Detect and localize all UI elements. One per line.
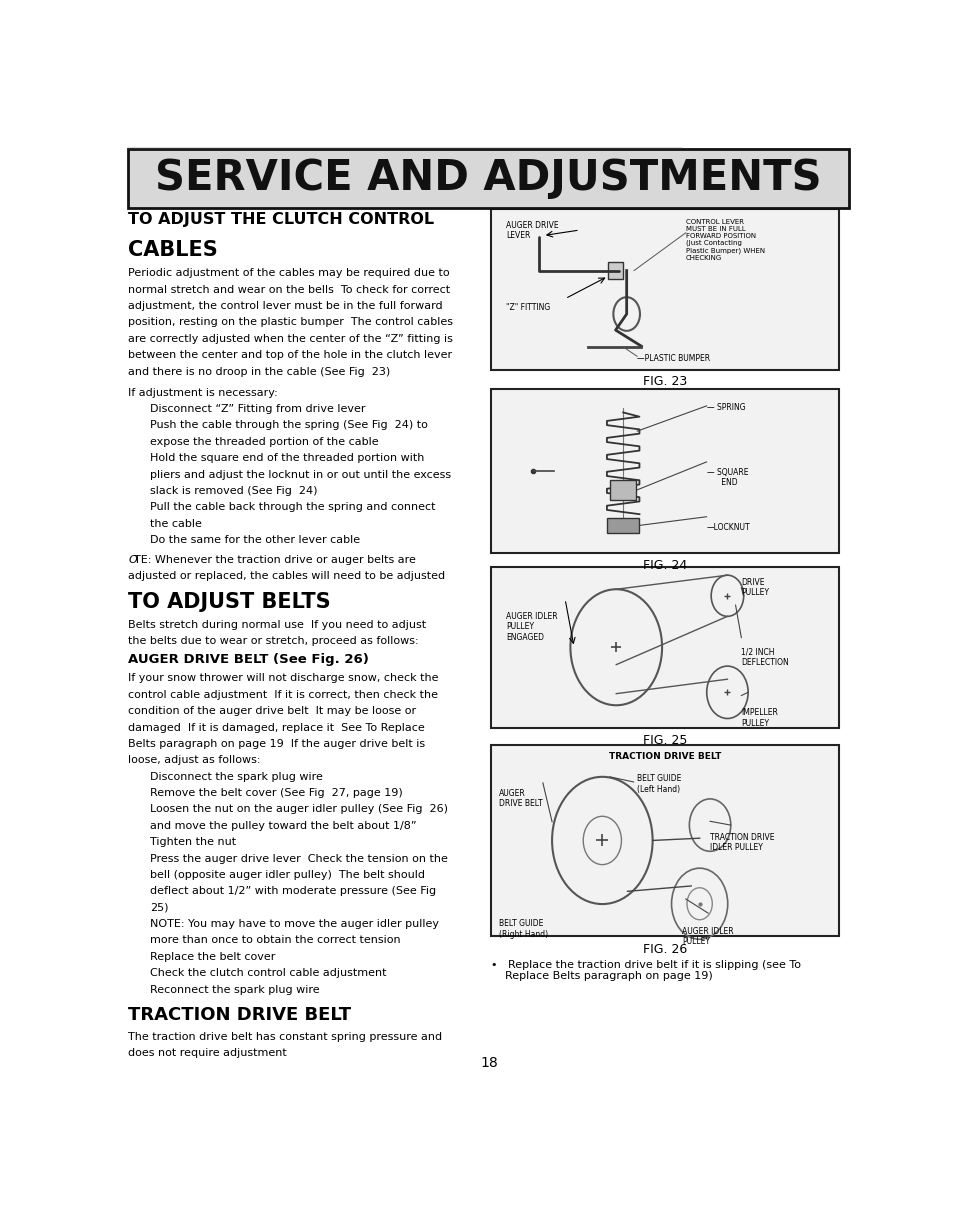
Text: and there is no droop in the cable (See Fig  23): and there is no droop in the cable (See … — [128, 367, 390, 377]
Text: AUGER IDLER
PULLEY: AUGER IDLER PULLEY — [681, 927, 733, 946]
Text: more than once to obtain the correct tension: more than once to obtain the correct ten… — [151, 936, 400, 945]
Text: Pull the cable back through the spring and connect: Pull the cable back through the spring a… — [151, 502, 436, 513]
Text: Hold the square end of the threaded portion with: Hold the square end of the threaded port… — [151, 453, 424, 463]
Text: AUGER IDLER
PULLEY
ENGAGED: AUGER IDLER PULLEY ENGAGED — [505, 612, 557, 642]
Text: expose the threaded portion of the cable: expose the threaded portion of the cable — [151, 436, 378, 447]
Text: NOTE: You may have to move the auger idler pulley: NOTE: You may have to move the auger idl… — [151, 919, 438, 929]
Text: CONTROL LEVER
MUST BE IN FULL
FORWARD POSITION
(Just Contacting
Plastic Bumper) : CONTROL LEVER MUST BE IN FULL FORWARD PO… — [685, 219, 764, 261]
Text: Tighten the nut: Tighten the nut — [151, 837, 236, 847]
Text: are correctly adjusted when the center of the “Z” fitting is: are correctly adjusted when the center o… — [128, 334, 453, 344]
Text: CABLES: CABLES — [128, 241, 217, 260]
Bar — [491, 389, 838, 553]
Text: Replace the belt cover: Replace the belt cover — [151, 951, 275, 962]
Text: Belts stretch during normal use  If you need to adjust: Belts stretch during normal use If you n… — [128, 620, 426, 631]
Bar — [128, 148, 848, 208]
Bar — [608, 261, 622, 278]
Text: Push the cable through the spring (See Fig  24) to: Push the cable through the spring (See F… — [151, 420, 428, 430]
Text: pliers and adjust the locknut in or out until the excess: pliers and adjust the locknut in or out … — [151, 469, 451, 480]
Text: — SQUARE
      END: — SQUARE END — [706, 468, 747, 487]
Text: 18: 18 — [479, 1056, 497, 1070]
Text: Check the clutch control cable adjustment: Check the clutch control cable adjustmen… — [151, 968, 386, 978]
Text: The traction drive belt has constant spring pressure and: The traction drive belt has constant spr… — [128, 1032, 442, 1041]
Text: adjusted or replaced, the cables will need to be adjusted: adjusted or replaced, the cables will ne… — [128, 571, 445, 582]
Text: AUGER
DRIVE BELT: AUGER DRIVE BELT — [498, 789, 541, 808]
Text: TRACTION DRIVE BELT: TRACTION DRIVE BELT — [608, 752, 720, 761]
Text: SERVICE AND ADJUSTMENTS: SERVICE AND ADJUSTMENTS — [155, 157, 821, 199]
Text: IMPELLER
PULLEY: IMPELLER PULLEY — [740, 708, 778, 728]
Bar — [606, 518, 639, 533]
Text: TO ADJUST BELTS: TO ADJUST BELTS — [128, 592, 331, 612]
Text: TRACTION DRIVE
IDLER PULLEY: TRACTION DRIVE IDLER PULLEY — [709, 832, 774, 852]
Text: slack is removed (See Fig  24): slack is removed (See Fig 24) — [151, 486, 317, 496]
Text: TRACTION DRIVE BELT: TRACTION DRIVE BELT — [128, 1006, 351, 1023]
Text: If your snow thrower will not discharge snow, check the: If your snow thrower will not discharge … — [128, 673, 438, 684]
Text: O: O — [128, 555, 136, 565]
Text: Disconnect the spark plug wire: Disconnect the spark plug wire — [151, 772, 323, 781]
Text: 1/2 INCH
DEFLECTION: 1/2 INCH DEFLECTION — [740, 648, 788, 667]
Text: the cable: the cable — [151, 519, 202, 529]
Text: BELT GUIDE
(Right Hand): BELT GUIDE (Right Hand) — [498, 920, 547, 939]
Text: Remove the belt cover (See Fig  27, page 19): Remove the belt cover (See Fig 27, page … — [151, 789, 402, 798]
Text: "Z" FITTING: "Z" FITTING — [505, 303, 550, 312]
Text: DRIVE
PULLEY: DRIVE PULLEY — [740, 578, 768, 598]
Text: Reconnect the spark plug wire: Reconnect the spark plug wire — [151, 984, 319, 995]
Text: TE: Whenever the traction drive or auger belts are: TE: Whenever the traction drive or auger… — [133, 555, 416, 565]
Text: normal stretch and wear on the bells  To check for correct: normal stretch and wear on the bells To … — [128, 284, 450, 295]
Text: the belts due to wear or stretch, proceed as follows:: the belts due to wear or stretch, procee… — [128, 637, 418, 646]
Text: •   Replace the traction drive belt if it is slipping (see To
    Replace Belts : • Replace the traction drive belt if it … — [491, 960, 801, 982]
Text: does not require adjustment: does not require adjustment — [128, 1049, 287, 1058]
Bar — [491, 566, 838, 728]
Text: — SPRING: — SPRING — [706, 403, 744, 412]
Text: deflect about 1/2” with moderate pressure (See Fig: deflect about 1/2” with moderate pressur… — [151, 886, 436, 897]
Text: and move the pulley toward the belt about 1/8”: and move the pulley toward the belt abou… — [151, 821, 416, 831]
Text: BELT GUIDE
(Left Hand): BELT GUIDE (Left Hand) — [637, 774, 680, 793]
Text: Disconnect “Z” Fitting from drive lever: Disconnect “Z” Fitting from drive lever — [151, 405, 365, 414]
Text: —LOCKNUT: —LOCKNUT — [706, 524, 749, 532]
Text: Press the auger drive lever  Check the tension on the: Press the auger drive lever Check the te… — [151, 854, 448, 864]
Text: TO ADJUST THE CLUTCH CONTROL: TO ADJUST THE CLUTCH CONTROL — [128, 213, 434, 227]
Text: Periodic adjustment of the cables may be required due to: Periodic adjustment of the cables may be… — [128, 269, 449, 278]
Text: Loosen the nut on the auger idler pulley (See Fig  26): Loosen the nut on the auger idler pulley… — [151, 804, 448, 814]
Text: bell (opposite auger idler pulley)  The belt should: bell (opposite auger idler pulley) The b… — [151, 870, 425, 880]
Text: AUGER DRIVE BELT (See Fig. 26): AUGER DRIVE BELT (See Fig. 26) — [128, 652, 369, 666]
Text: —PLASTIC BUMPER: —PLASTIC BUMPER — [637, 354, 709, 363]
Text: position, resting on the plastic bumper  The control cables: position, resting on the plastic bumper … — [128, 317, 453, 328]
Text: 25): 25) — [151, 903, 169, 912]
Text: If adjustment is necessary:: If adjustment is necessary: — [128, 388, 277, 397]
Bar — [491, 745, 838, 937]
Text: Do the same for the other lever cable: Do the same for the other lever cable — [151, 535, 360, 546]
Text: FIG. 26: FIG. 26 — [642, 943, 686, 956]
Text: between the center and top of the hole in the clutch lever: between the center and top of the hole i… — [128, 350, 452, 360]
Text: damaged  If it is damaged, replace it  See To Replace: damaged If it is damaged, replace it See… — [128, 723, 424, 733]
Text: condition of the auger drive belt  It may be loose or: condition of the auger drive belt It may… — [128, 706, 416, 716]
Bar — [491, 209, 838, 371]
Bar — [609, 480, 636, 501]
Text: AUGER DRIVE
LEVER: AUGER DRIVE LEVER — [505, 221, 558, 241]
Text: Belts paragraph on page 19  If the auger drive belt is: Belts paragraph on page 19 If the auger … — [128, 739, 425, 748]
Text: adjustment, the control lever must be in the full forward: adjustment, the control lever must be in… — [128, 301, 442, 311]
Text: FIG. 23: FIG. 23 — [642, 375, 686, 388]
Text: control cable adjustment  If it is correct, then check the: control cable adjustment If it is correc… — [128, 690, 437, 700]
Text: FIG. 25: FIG. 25 — [642, 734, 686, 747]
Text: loose, adjust as follows:: loose, adjust as follows: — [128, 756, 260, 765]
Text: FIG. 24: FIG. 24 — [642, 559, 686, 572]
